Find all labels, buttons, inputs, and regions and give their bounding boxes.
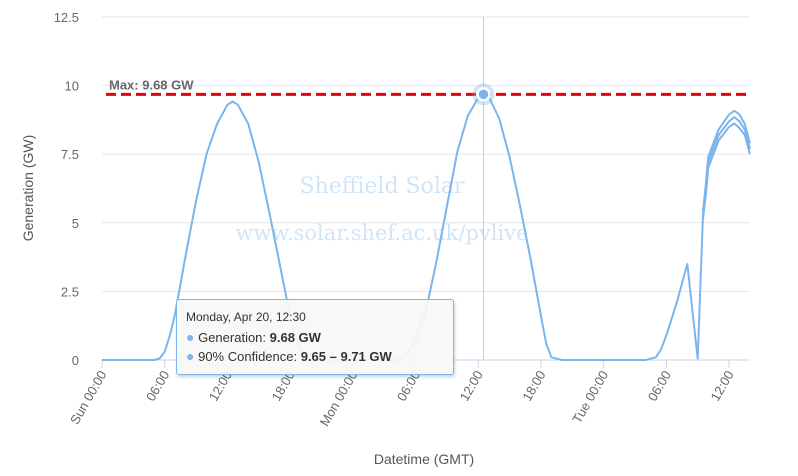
x-tick-label: 06:00 bbox=[645, 368, 674, 404]
tooltip-header: Monday, Apr 20, 12:30 bbox=[186, 310, 306, 324]
y-tick-label: 0 bbox=[72, 353, 79, 368]
x-tick-label: 06:00 bbox=[143, 368, 172, 404]
x-tick-label: 12:00 bbox=[707, 368, 736, 404]
y-axis-ticks: 0 2.5 5 7.5 10 12.5 bbox=[54, 10, 79, 368]
x-axis-title: Datetime (GMT) bbox=[374, 451, 474, 467]
tooltip-generation-label: Generation: bbox=[198, 330, 270, 345]
tooltip: Monday, Apr 20, 12:30 ● Generation: 9.68… bbox=[176, 299, 454, 375]
x-tick-label: Mon 00:00 bbox=[317, 368, 361, 429]
max-label: Max: 9.68 GW bbox=[109, 77, 194, 92]
x-tick-label: 12:00 bbox=[457, 368, 486, 404]
tooltip-confidence-value: 9.65 – 9.71 GW bbox=[300, 349, 392, 364]
watermark-title: Sheffield Solar bbox=[299, 174, 465, 199]
y-tick-label: 5 bbox=[72, 216, 79, 231]
tooltip-confidence-label: 90% Confidence: bbox=[198, 349, 301, 364]
tooltip-generation-row: ● Generation: 9.68 GW bbox=[186, 328, 444, 347]
y-tick-label: 10 bbox=[65, 79, 79, 94]
y-tick-label: 7.5 bbox=[61, 147, 79, 162]
bullet-icon: ● bbox=[186, 348, 195, 364]
watermark: Sheffield Solar www.solar.shef.ac.uk/pvl… bbox=[236, 174, 529, 245]
tooltip-confidence-row: ● 90% Confidence: 9.65 – 9.71 GW bbox=[186, 347, 444, 366]
x-tick-label: Sun 00:00 bbox=[67, 368, 110, 427]
series-line bbox=[102, 93, 751, 361]
tooltip-generation-value: 9.68 GW bbox=[269, 330, 321, 345]
y-tick-label: 2.5 bbox=[61, 284, 79, 299]
x-tick-label: 18:00 bbox=[519, 368, 548, 404]
watermark-url: www.solar.shef.ac.uk/pvlive bbox=[236, 221, 529, 245]
y-tick-label: 12.5 bbox=[54, 10, 79, 25]
highlight-marker[interactable] bbox=[476, 87, 491, 102]
series-layer bbox=[102, 93, 751, 361]
series-line bbox=[702, 122, 751, 219]
highlight-point[interactable] bbox=[472, 83, 495, 106]
y-axis-title: Generation (GW) bbox=[20, 135, 36, 242]
x-tick-label: Tue 00:00 bbox=[569, 368, 611, 426]
bullet-icon: ● bbox=[186, 329, 195, 345]
